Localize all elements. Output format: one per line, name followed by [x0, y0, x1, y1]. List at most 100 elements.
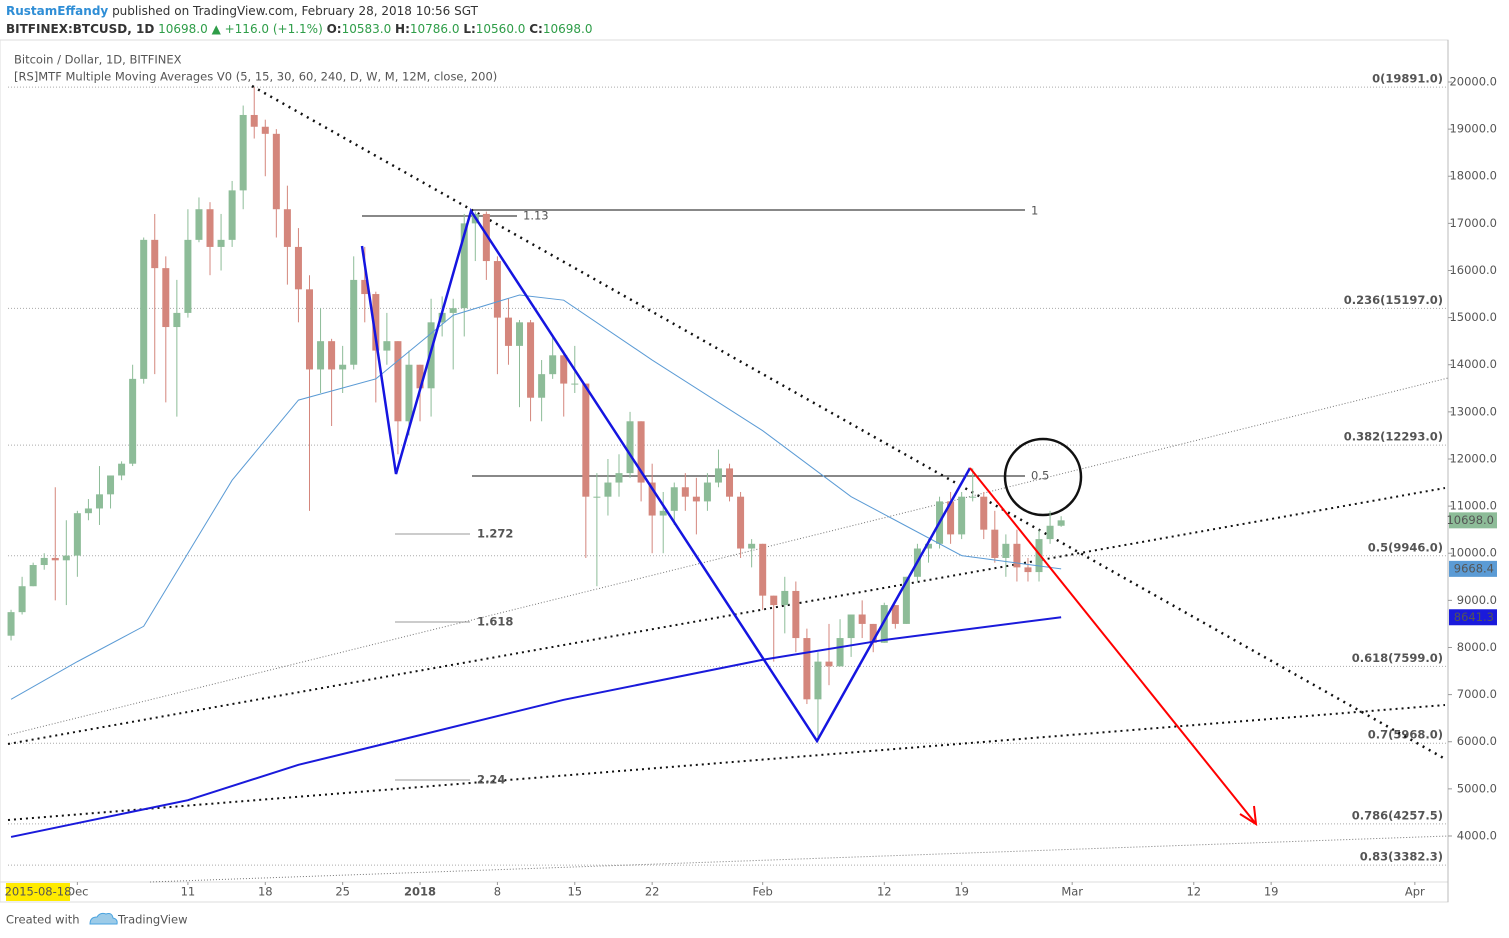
- footer-created: Created with: [6, 913, 80, 927]
- candle-body: [84, 508, 92, 514]
- price-tag-label: 8641.3: [1454, 610, 1494, 624]
- candle-body: [328, 341, 336, 370]
- y-tick-label: 16000.0: [1449, 263, 1497, 277]
- fib-level-label: 0.236(15197.0): [1344, 293, 1443, 307]
- price-tag-label: 9668.4: [1454, 561, 1494, 575]
- candle-body: [670, 487, 678, 511]
- candle-body: [593, 496, 601, 498]
- published: published on TradingView.com, February 2…: [112, 4, 478, 18]
- close: 10698.0: [542, 22, 593, 36]
- candle-body: [305, 289, 313, 370]
- x-tick-label: 12: [877, 885, 892, 899]
- candle-body: [770, 595, 778, 606]
- candle-body: [239, 114, 247, 191]
- candle-body: [73, 513, 81, 556]
- candle-body: [107, 475, 115, 495]
- price-tag: [1449, 560, 1497, 577]
- candle-body: [504, 317, 512, 346]
- candle-body: [969, 496, 977, 498]
- h-label: H:: [395, 22, 410, 36]
- x-tick-label: 18: [258, 885, 273, 899]
- candle-body: [250, 114, 258, 127]
- candle-body: [361, 279, 369, 295]
- author: RustamEffandy: [6, 4, 109, 18]
- candle-body: [493, 261, 501, 318]
- candle-body: [339, 364, 347, 370]
- x-tick-label: 19: [954, 885, 969, 899]
- price: 10698.0: [158, 22, 208, 36]
- candle-body: [980, 496, 988, 530]
- y-tick-label: 12000.0: [1449, 451, 1497, 465]
- moving-average: [10, 294, 1062, 700]
- candle-body: [958, 496, 966, 535]
- candle-body: [1013, 543, 1021, 568]
- drawings: 1.13 1 0.5 1.272 1.618 2.24: [7, 84, 1449, 883]
- fib-levels: 0(19891.0) 0.236(15197.0) 0.382(12293.0) 0.…: [8, 72, 1448, 866]
- fib-level-label: 0(19891.0): [1372, 72, 1443, 86]
- candle-body: [1035, 539, 1043, 573]
- time-axis-labels: Dec 11 18 25 2018 8 15 22 Feb 12 19 Mar 12 19 Apr: [66, 882, 1425, 899]
- candle-body: [62, 555, 70, 561]
- candle-body: [449, 308, 457, 313]
- ratio-label: 1.272: [477, 527, 513, 541]
- candle-body: [317, 341, 325, 370]
- candle-body: [825, 661, 833, 667]
- candle-body: [659, 510, 667, 516]
- x-tick-label: Apr: [1405, 885, 1425, 899]
- price-tag: [1449, 609, 1497, 626]
- ratio-label: 2.24: [477, 773, 505, 787]
- candle-body: [748, 543, 756, 549]
- candle-body: [372, 294, 380, 351]
- candle-body: [405, 364, 413, 422]
- candle-body: [129, 378, 137, 464]
- x-tick-label: Mar: [1061, 885, 1083, 899]
- candle-body: [394, 341, 402, 422]
- candle-body: [482, 213, 490, 262]
- candle-body: [714, 468, 722, 483]
- y-tick-label: 20000.0: [1449, 74, 1497, 88]
- candle-body: [869, 623, 877, 643]
- candle-body: [858, 614, 866, 624]
- candle-body: [350, 279, 358, 365]
- x-tick-label: 25: [335, 885, 350, 899]
- y-tick-label: 4000.0: [1457, 828, 1497, 842]
- x-tick-label: 8: [494, 885, 501, 899]
- low: 10560.0: [475, 22, 526, 36]
- x-tick-label: 2018: [404, 885, 436, 899]
- chart-title: Bitcoin / Dollar, 1D, BITFINEX: [14, 53, 182, 67]
- candle-body: [438, 312, 446, 323]
- candle-body: [604, 482, 612, 497]
- moving-averages: [10, 294, 1062, 838]
- candles: [7, 87, 1065, 742]
- candle-body: [902, 576, 910, 624]
- fib-level-label: 0.7(5968.0): [1368, 728, 1443, 742]
- ratio-label: 0.5: [1031, 469, 1049, 483]
- open: 10583.0: [341, 22, 392, 36]
- candle-body: [527, 322, 535, 398]
- candle-body: [737, 496, 745, 549]
- candle-body: [162, 268, 170, 328]
- candle-body: [560, 355, 568, 384]
- trend-line: [149, 835, 1449, 883]
- publish-line: RustamEffandy published on TradingView.c…: [6, 4, 478, 18]
- candle-body: [228, 190, 236, 240]
- highlight-circle: [1003, 437, 1083, 517]
- y-tick-label: 15000.0: [1449, 310, 1497, 324]
- ratio-label: 1.618: [477, 615, 513, 629]
- o-label: O:: [326, 22, 342, 36]
- candle-body: [792, 590, 800, 639]
- candle-body: [151, 239, 159, 269]
- candle-body: [261, 126, 269, 134]
- fib-level-label: 0.83(3382.3): [1360, 850, 1443, 864]
- candle-body: [924, 543, 932, 549]
- change: ▲ +116.0 (+1.1%): [211, 22, 323, 36]
- date-box: [6, 883, 70, 901]
- pattern-drawings: [360, 208, 1258, 826]
- price-axis: 4000.0 5000.0 6000.0 7000.0 8000.0 9000.0 1000…: [1446, 74, 1497, 842]
- ratio-label: 1: [1031, 204, 1038, 218]
- candle-body: [283, 209, 291, 247]
- candle-body: [516, 322, 524, 346]
- high: 10786.0: [409, 22, 460, 36]
- candle-body: [759, 543, 767, 596]
- candle-body: [383, 341, 391, 351]
